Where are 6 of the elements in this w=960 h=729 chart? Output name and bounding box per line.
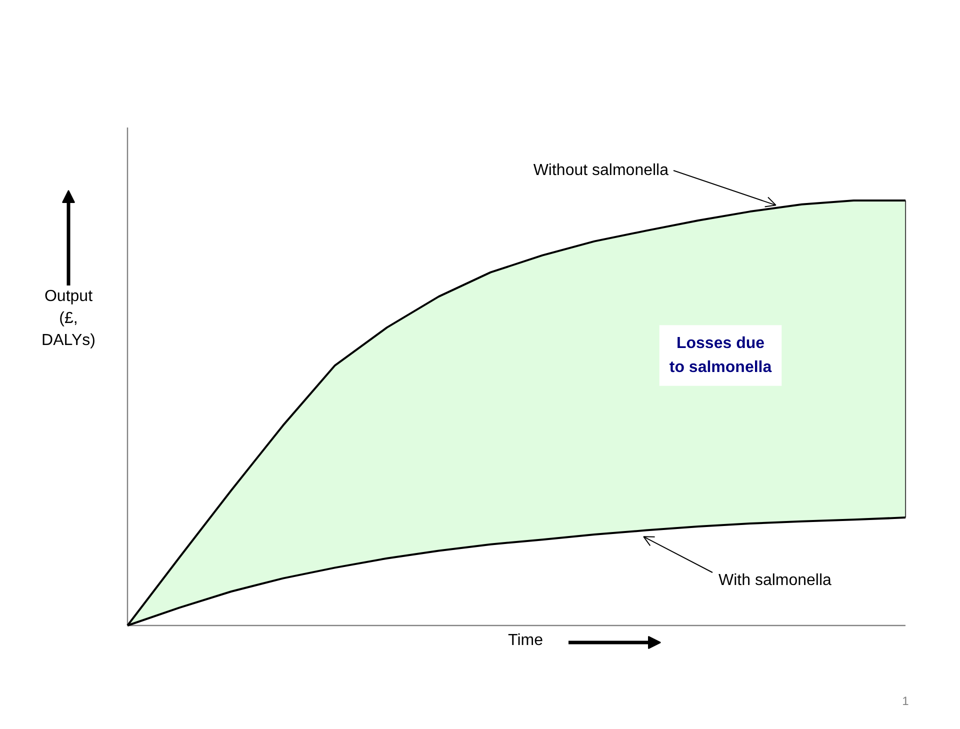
text: 1 — [902, 694, 910, 708]
text: With salmonella — [718, 572, 832, 589]
y-axis-title: Output (£, DALYs) — [42, 288, 96, 350]
x-axis-title: Time — [508, 632, 544, 649]
annotation: Losses due to salmonella — [669, 335, 772, 376]
text: Without salmonella — [533, 162, 669, 179]
